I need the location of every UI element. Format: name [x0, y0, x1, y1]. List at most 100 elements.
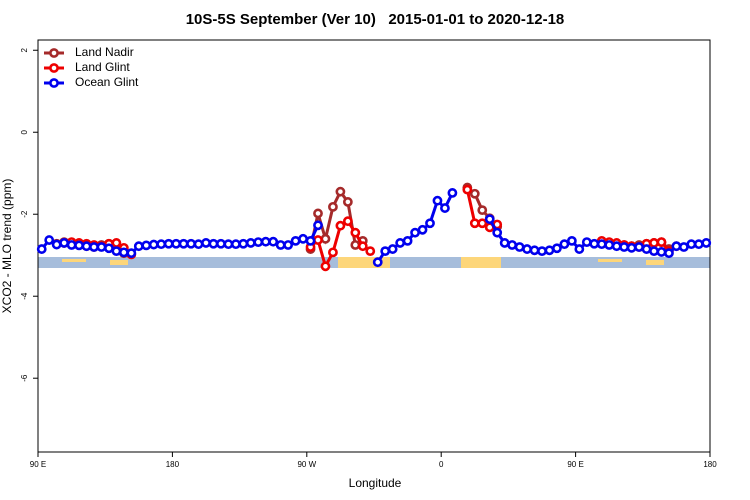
data-point — [178, 238, 189, 249]
data-point — [611, 241, 622, 252]
land-strip — [62, 259, 86, 262]
x-axis-label: Longitude — [349, 476, 402, 490]
y-tick-label: -4 — [20, 292, 29, 300]
legend-marker — [49, 78, 59, 88]
data-point — [118, 247, 129, 258]
data-point — [216, 238, 226, 249]
data-point — [566, 235, 577, 246]
data-point — [544, 245, 555, 256]
data-point — [342, 197, 353, 207]
data-point — [171, 238, 182, 249]
data-point — [59, 238, 70, 248]
data-point — [230, 239, 241, 250]
data-point — [141, 240, 152, 251]
land-strip — [110, 260, 128, 265]
data-point — [462, 184, 473, 195]
data-point — [193, 239, 204, 250]
data-point — [133, 241, 144, 252]
data-point — [268, 236, 279, 247]
data-point — [507, 240, 518, 250]
data-point — [335, 220, 346, 231]
data-point — [484, 214, 495, 225]
data-point — [238, 238, 249, 249]
data-point — [537, 246, 547, 257]
y-tick-label: -2 — [20, 210, 29, 218]
data-point — [432, 195, 443, 206]
x-tick-label: 180 — [703, 460, 717, 469]
y-tick-label: 2 — [20, 47, 29, 52]
data-point — [380, 246, 391, 257]
data-point — [589, 238, 600, 249]
data-point — [223, 239, 234, 250]
data-point — [201, 238, 211, 248]
data-point — [111, 246, 122, 257]
data-point — [290, 235, 301, 246]
y-axis-label: XCO2 - MLO trend (ppm) — [0, 179, 14, 314]
data-point — [581, 237, 592, 248]
data-point — [350, 227, 361, 238]
data-point — [552, 243, 562, 254]
data-point — [163, 238, 174, 249]
data-point — [372, 257, 383, 268]
data-point — [342, 216, 353, 227]
data-point — [104, 243, 114, 254]
data-point — [275, 240, 286, 250]
x-tick-label: 180 — [166, 460, 180, 469]
data-point — [701, 238, 712, 248]
land-strip — [598, 259, 622, 262]
data-point — [425, 218, 435, 229]
land-strip — [338, 257, 390, 268]
data-point — [298, 233, 308, 244]
data-point — [357, 241, 368, 252]
data-point — [656, 237, 667, 248]
data-point — [656, 247, 667, 257]
chart-title: 10S-5S September (Ver 10) 2015-01-01 to … — [186, 11, 565, 28]
data-point — [305, 235, 316, 246]
data-point — [447, 188, 458, 198]
land-strip — [461, 257, 501, 268]
data-point — [313, 220, 323, 231]
data-point — [469, 188, 480, 199]
data-point — [328, 247, 338, 258]
data-point — [596, 239, 607, 250]
data-point — [260, 236, 271, 247]
data-point — [492, 227, 503, 238]
data-point — [81, 241, 92, 252]
data-point — [283, 240, 294, 250]
data-point — [387, 244, 398, 254]
x-tick-label: 90 W — [297, 460, 316, 469]
data-point — [350, 240, 361, 250]
data-point — [66, 240, 77, 250]
y-tick-label: 0 — [20, 129, 29, 134]
data-point — [686, 239, 697, 250]
data-point — [395, 238, 406, 248]
legend-label: Land Glint — [75, 60, 130, 74]
data-point — [626, 242, 637, 253]
data-point — [499, 238, 510, 248]
data-point — [634, 242, 644, 252]
data-point — [126, 248, 137, 259]
data-point — [335, 186, 346, 197]
y-tick-label: -6 — [20, 374, 29, 382]
data-point — [320, 261, 331, 272]
data-point — [649, 246, 659, 257]
x-tick-label: 90 E — [567, 460, 583, 469]
data-point — [328, 201, 338, 212]
land-strip — [646, 260, 664, 265]
data-point — [514, 242, 525, 252]
data-point — [365, 246, 376, 257]
data-point — [604, 240, 615, 250]
data-point — [313, 235, 323, 245]
x-tick-label: 0 — [439, 460, 444, 469]
data-point — [44, 235, 55, 245]
data-point — [410, 227, 420, 238]
data-point — [477, 218, 488, 229]
data-point — [574, 244, 585, 254]
data-point — [678, 242, 689, 252]
data-point — [148, 239, 159, 250]
data-point — [559, 239, 570, 250]
data-point — [693, 239, 704, 250]
data-point — [619, 242, 630, 252]
